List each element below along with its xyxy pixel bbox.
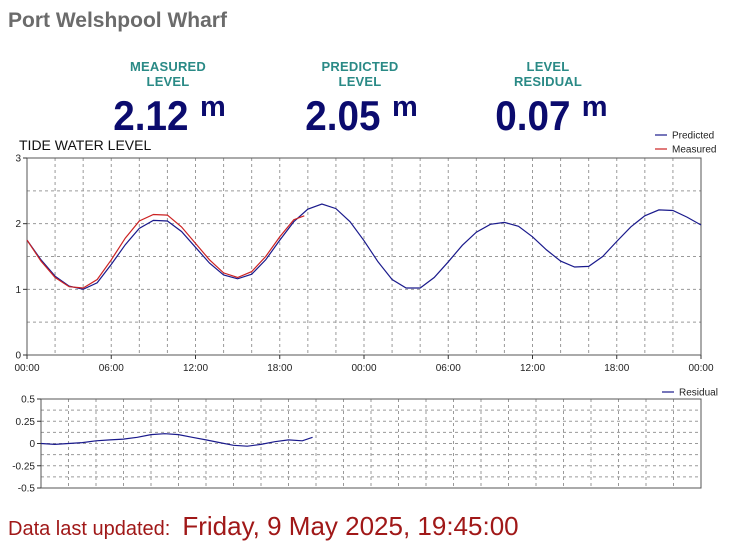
residual-chart-ytick-label: -0.5 xyxy=(18,484,36,495)
page-title: Port Welshpool Wharf xyxy=(8,9,227,32)
residual-chart-ytick-label: 0.25 xyxy=(16,417,36,428)
tide-chart-ytick-label: 3 xyxy=(15,154,21,165)
residual-chart-legend-label-residual: Residual xyxy=(679,388,718,399)
tide-chart-series-predicted xyxy=(26,203,702,290)
level-residual-label: LEVEL RESIDUAL xyxy=(513,59,583,89)
tide-chart-ytick-label: 2 xyxy=(15,219,21,230)
tide-chart-ytick-label: 0 xyxy=(15,351,21,362)
measured-level-unit: m xyxy=(199,91,226,123)
tide-chart-title: TIDE WATER LEVEL xyxy=(19,137,151,153)
residual-chart-ytick-label: -0.25 xyxy=(12,461,35,472)
level-residual-panel: LEVEL RESIDUAL 0.07 m xyxy=(492,59,607,140)
residual-chart-series-residual xyxy=(40,433,313,447)
tide-chart-xtick-label: 12:00 xyxy=(183,363,208,374)
predicted-level-label: PREDICTED LEVEL xyxy=(321,59,399,89)
tide-chart-series-measured xyxy=(26,213,305,289)
residual-chart-ytick-label: 0.5 xyxy=(21,395,35,406)
level-residual-unit: m xyxy=(581,91,608,123)
predicted-level-panel: PREDICTED LEVEL 2.05 m xyxy=(300,59,420,140)
tide-chart-xtick-label: 06:00 xyxy=(436,363,461,374)
tide-chart-xtick-label: 06:00 xyxy=(99,363,124,374)
tide-chart-xtick-label: 18:00 xyxy=(267,363,292,374)
predicted-level-unit: m xyxy=(391,91,418,123)
tide-chart-xtick-label: 00:00 xyxy=(351,363,376,374)
level-residual-value: 0.07 xyxy=(495,92,571,139)
measured-level-label: MEASURED LEVEL xyxy=(130,59,206,89)
tide-chart-legend-label-predicted: Predicted xyxy=(672,131,714,142)
tide-chart-legend-label-measured: Measured xyxy=(672,145,716,156)
tide-chart-ytick-label: 1 xyxy=(15,285,21,296)
tide-chart-xtick-label: 00:00 xyxy=(14,363,39,374)
measured-level-panel: MEASURED LEVEL 2.12 m xyxy=(108,59,228,140)
last-updated: Data last updated: Friday, 9 May 2025, 19… xyxy=(8,511,519,542)
last-updated-value: Friday, 9 May 2025, 19:45:00 xyxy=(182,511,519,541)
last-updated-label: Data last updated: xyxy=(8,518,171,540)
residual-chart-ytick-label: 0 xyxy=(29,439,35,450)
predicted-level-value: 2.05 xyxy=(305,92,381,139)
tide-chart-xtick-label: 12:00 xyxy=(520,363,545,374)
tide-chart-xtick-label: 18:00 xyxy=(604,363,629,374)
tide-chart-xtick-label: 00:00 xyxy=(688,363,713,374)
measured-level-value: 2.12 xyxy=(113,92,189,139)
